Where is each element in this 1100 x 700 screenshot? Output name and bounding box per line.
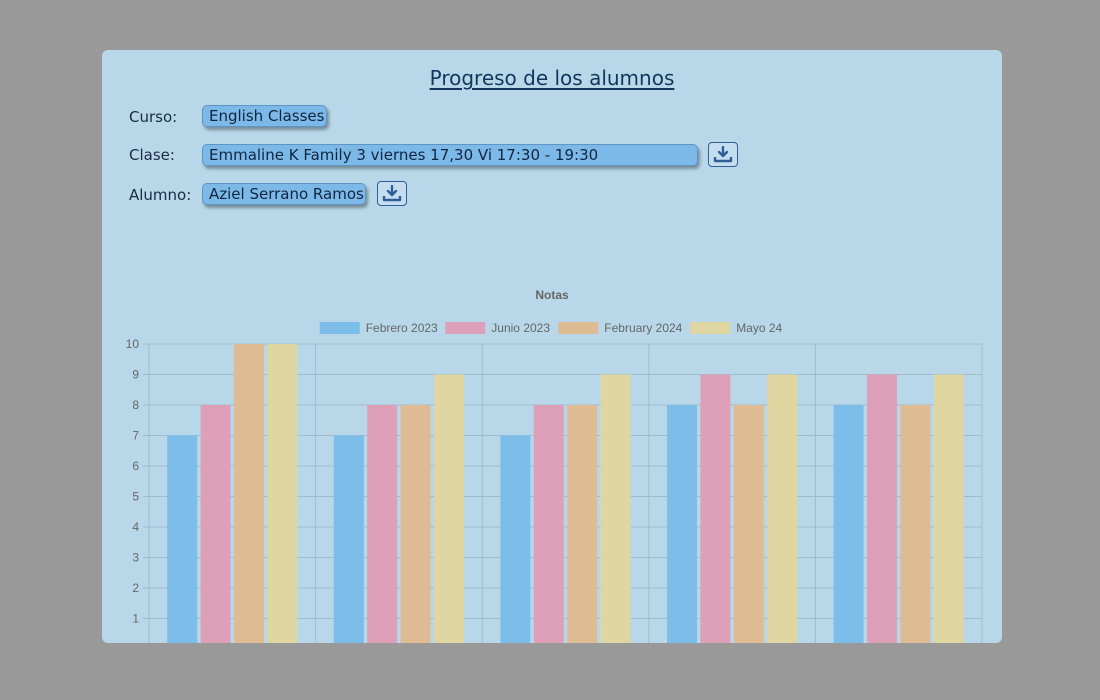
bar: [833, 405, 864, 649]
bar: [867, 374, 897, 649]
y-tick-label: 7: [132, 429, 139, 443]
legend-swatch: [558, 322, 599, 334]
bar: [933, 374, 964, 649]
bar: [200, 405, 231, 649]
legend-swatch: [319, 322, 360, 334]
y-tick-label: 1: [132, 612, 139, 626]
bar: [400, 405, 431, 649]
legend-swatch: [690, 322, 731, 334]
notas-chart-svg: Notas Febrero 2023 Junio 2023 February 2024…: [126, 288, 983, 673]
y-tick-label: 9: [132, 368, 139, 382]
page-title: Progreso de los alumnos: [429, 66, 675, 90]
alumno-select[interactable]: Aziel Serrano Ramos: [202, 183, 366, 205]
alumno-label: Alumno:: [129, 186, 192, 204]
chart-title: Notas: [535, 288, 569, 302]
bar: [600, 374, 631, 649]
bar: [533, 405, 564, 649]
y-tick-label: 4: [132, 520, 139, 534]
clase-label: Clase:: [129, 146, 175, 164]
y-tick-label: 2: [132, 581, 139, 595]
y-tick-label: 3: [132, 551, 139, 565]
bar: [733, 405, 764, 649]
bar: [367, 405, 398, 649]
clase-download-button[interactable]: [708, 142, 738, 167]
clase-select[interactable]: Emmaline K Family 3 viernes 17,30 Vi 17:…: [202, 144, 698, 166]
legend-label: Febrero 2023: [366, 321, 438, 335]
y-tick-label: 6: [132, 459, 139, 473]
bar: [500, 435, 531, 649]
bar: [700, 374, 731, 649]
download-icon: [713, 145, 733, 162]
download-icon: [382, 184, 402, 201]
legend-swatch: [445, 322, 486, 334]
bar: [333, 435, 364, 649]
bar: [900, 405, 931, 649]
y-tick-label: 10: [126, 337, 140, 351]
y-tick-label: 5: [132, 490, 139, 504]
y-tick-label: 8: [132, 398, 139, 412]
progress-panel: Progreso de los alumnos Curso: English C…: [102, 50, 1002, 673]
notas-chart: Notas Febrero 2023 Junio 2023 February 2024…: [102, 230, 1002, 673]
bar: [667, 405, 697, 649]
bar: [167, 435, 198, 649]
legend-label: February 2024: [604, 321, 682, 335]
bar: [434, 374, 464, 649]
bar: [567, 405, 598, 649]
curso-select[interactable]: English Classes: [202, 105, 327, 127]
alumno-download-button[interactable]: [377, 181, 407, 206]
legend-label: Junio 2023: [491, 321, 550, 335]
bar: [267, 344, 298, 649]
bar: [234, 344, 264, 649]
y-tick-label: 0: [132, 642, 139, 643]
legend-label: Mayo 24: [736, 321, 782, 335]
curso-label: Curso:: [129, 108, 178, 126]
bar: [767, 374, 798, 649]
